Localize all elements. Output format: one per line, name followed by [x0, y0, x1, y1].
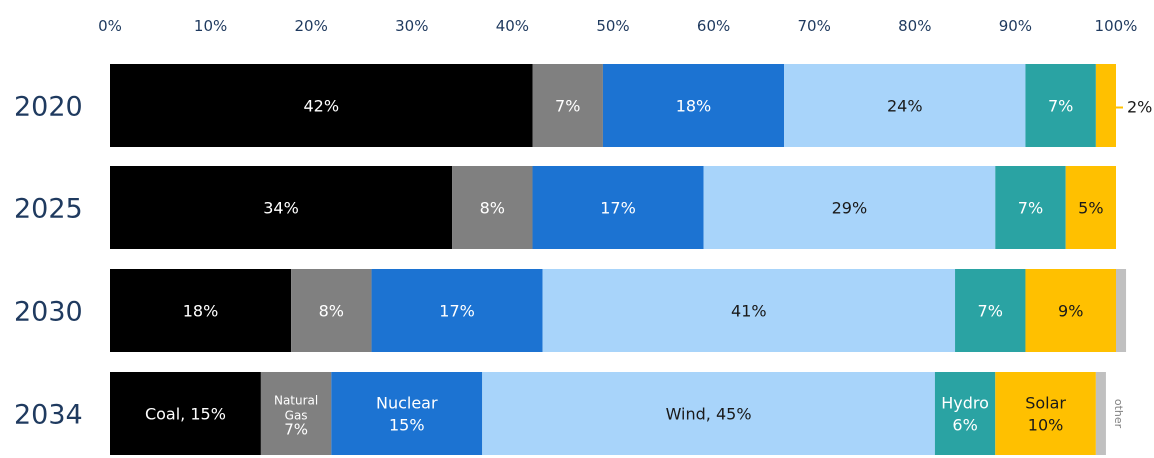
bars: [110, 64, 1127, 455]
data-label: 17%: [600, 199, 636, 218]
bar-segment-wind: [784, 64, 1026, 147]
data-label: Wind, 45%: [666, 405, 752, 424]
bar-segment-other: [1095, 372, 1106, 455]
data-label: 34%: [263, 199, 299, 218]
data-label: 18%: [183, 302, 219, 321]
data-label: 7%: [1048, 97, 1073, 116]
x-tick-label: 10%: [194, 17, 227, 35]
data-label: 2%: [1127, 98, 1152, 117]
data-label: 7%: [978, 302, 1003, 321]
bar-segment-coal: [110, 166, 453, 249]
data-label: 17%: [439, 302, 475, 321]
bar-segment-coal: [110, 269, 292, 352]
bar-segment-solar: [1095, 64, 1116, 147]
data-label: 18%: [676, 97, 712, 116]
bar-segment-coal: [110, 372, 261, 455]
data-label: 29%: [832, 199, 868, 218]
bar-segment-solar: [995, 372, 1096, 455]
bar-segment-nuclear: [331, 372, 483, 455]
callout-leader: [1105, 106, 1123, 144]
bar-segment-nuclear: [602, 64, 785, 147]
x-tick-label: 0%: [98, 17, 122, 35]
bar-segment-solar: [1065, 166, 1116, 249]
x-tick-label: 20%: [295, 17, 328, 35]
bar-segment-solar: [1025, 269, 1116, 352]
bar-segment-coal: [110, 64, 533, 147]
segment-labels: 42% 7% 18% 24% 7% 2% 34% 8% 17% 29% 7% 5% 18% 8% 17% 41…: [145, 97, 1152, 439]
x-tick-label: 30%: [395, 17, 428, 35]
bar-segment-wind: [703, 166, 996, 249]
data-label: Nuclear 15%: [376, 394, 438, 435]
data-label: Natural Gas 7%: [274, 394, 318, 439]
bar-segment-nuclear: [532, 166, 704, 249]
data-label: 24%: [887, 97, 923, 116]
data-label: 7%: [1018, 199, 1043, 218]
data-label: Coal, 15%: [145, 405, 226, 424]
x-axis: 0% 10% 20% 30% 40% 50% 60% 70% 80% 90% 100%: [98, 17, 1137, 35]
x-tick-label: 90%: [999, 17, 1032, 35]
bar-segment-natural-gas: [532, 64, 603, 147]
x-tick-label: 80%: [898, 17, 931, 35]
data-label: 9%: [1058, 302, 1083, 321]
x-tick-label: 40%: [496, 17, 529, 35]
data-label: 8%: [319, 302, 344, 321]
x-tick-label: 60%: [697, 17, 730, 35]
bar-segment-other: [1116, 269, 1127, 352]
data-label: Hydro 6%: [941, 394, 989, 435]
data-label: 42%: [303, 97, 339, 116]
bar-segment-natural-gas: [452, 166, 533, 249]
x-tick-label: 50%: [596, 17, 629, 35]
bar-segment-wind: [482, 372, 935, 455]
data-label: 8%: [480, 199, 505, 218]
category-label: 2025: [14, 194, 83, 225]
data-label: 41%: [731, 302, 767, 321]
y-axis: 2020 2025 2030 2034: [14, 92, 83, 431]
category-label: 2034: [14, 400, 83, 431]
bar-segment-hydro: [955, 269, 1026, 352]
category-label: 2030: [14, 297, 83, 328]
data-label: Solar 10%: [1025, 394, 1066, 435]
bar-segment-natural-gas: [260, 372, 332, 455]
bar-segment-hydro: [1025, 64, 1096, 147]
bar-segment-hydro: [995, 166, 1066, 249]
bar-segment-natural-gas: [291, 269, 372, 352]
x-tick-label: 70%: [798, 17, 831, 35]
data-label: 5%: [1078, 199, 1103, 218]
bar-segment-hydro: [934, 372, 996, 455]
data-label: 7%: [555, 97, 580, 116]
data-label: other: [1112, 399, 1125, 429]
category-label: 2020: [14, 92, 83, 123]
x-tick-label: 100%: [1095, 17, 1138, 35]
bar-segment-nuclear: [371, 269, 543, 352]
bar-segment-wind: [542, 269, 956, 352]
